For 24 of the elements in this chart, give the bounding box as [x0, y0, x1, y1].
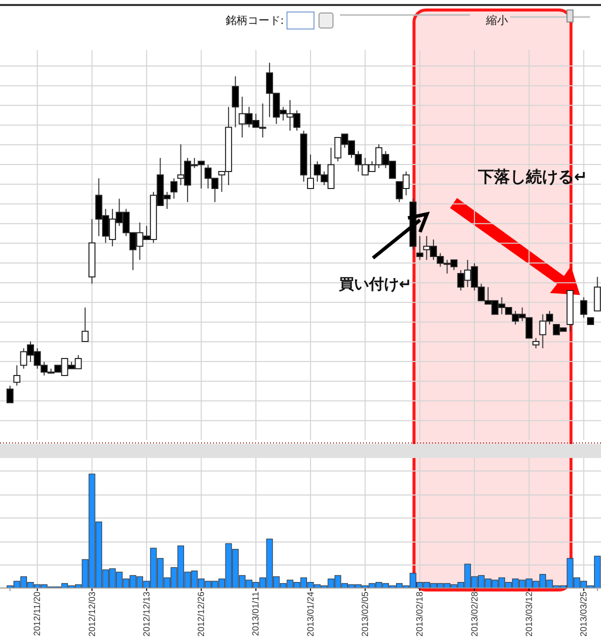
candlestick [6, 385, 14, 404]
candlestick [232, 76, 239, 128]
x-tick-label: 2013/02/18 [414, 592, 425, 637]
x-tick-label: 2013/02/05 [360, 592, 370, 637]
candlestick [170, 178, 178, 200]
x-tick-label: 2013/03/12 [524, 592, 534, 637]
x-tick-label: 2013/02/28 [469, 592, 480, 637]
x-tick-label: 2012/12/13 [141, 592, 152, 637]
candlestick [416, 236, 424, 260]
x-tick-label: 2012/12/03 [86, 592, 97, 637]
candlestick [580, 296, 588, 318]
x-tick-label: 2013/01/24 [305, 592, 316, 637]
candlestick [307, 154, 314, 189]
text: 縮小 [485, 14, 508, 27]
x-tick-label: 2013/01/11 [250, 592, 261, 636]
candlestick [13, 364, 20, 386]
candlestick [594, 276, 601, 312]
candlestick [82, 307, 89, 342]
x-tick-label: 2012/12/26 [196, 592, 206, 637]
candlestick [532, 338, 540, 349]
text: 銘柄コード: [225, 14, 284, 27]
annotation: 買い付け↵ [338, 275, 412, 293]
x-tick-label: 2012/11/20 [32, 592, 42, 636]
x-tick-label: 2013/03/25 [578, 592, 589, 637]
